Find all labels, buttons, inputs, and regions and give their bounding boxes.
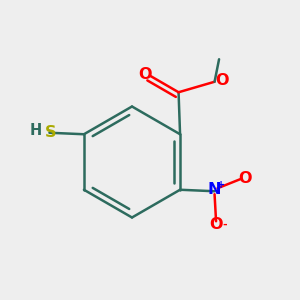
- Text: H: H: [30, 123, 42, 138]
- Text: O: O: [239, 171, 252, 186]
- Text: O: O: [209, 217, 223, 232]
- Text: +: +: [217, 180, 225, 190]
- Text: -: -: [222, 219, 227, 229]
- Text: S: S: [45, 125, 57, 140]
- Text: N: N: [208, 182, 221, 197]
- Text: O: O: [138, 67, 152, 82]
- Text: O: O: [215, 73, 229, 88]
